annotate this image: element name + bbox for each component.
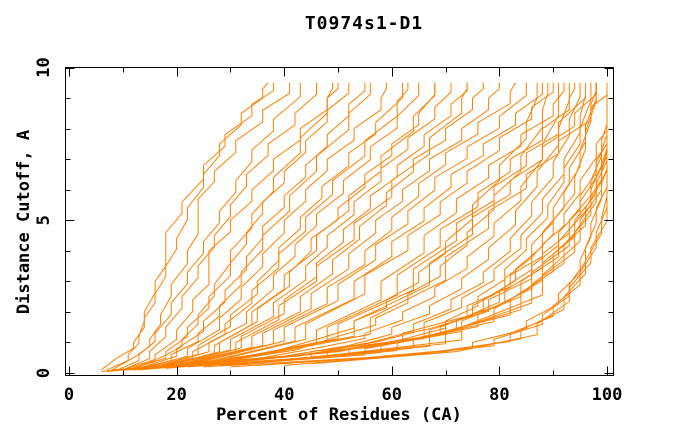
model-accuracy-curve (128, 82, 586, 371)
model-accuracy-curve (138, 82, 366, 369)
model-accuracy-curve (160, 82, 436, 368)
model-accuracy-curve (203, 82, 554, 365)
model-accuracy-curve (181, 82, 500, 366)
model-accuracy-curve (176, 82, 484, 366)
model-accuracy-curve (192, 82, 527, 365)
model-accuracy-curve (149, 82, 409, 369)
model-accuracy-curve (197, 82, 543, 365)
model-accuracy-curve (100, 82, 269, 371)
model-accuracy-curve (144, 82, 387, 369)
y-tick-label: 0 (34, 368, 54, 378)
x-tick-label: 0 (64, 385, 74, 405)
model-accuracy-curve (111, 82, 291, 371)
model-accuracy-curve (106, 82, 549, 372)
model-accuracy-curve (171, 82, 468, 368)
model-accuracy-curve (106, 82, 274, 371)
model-accuracy-curve (311, 82, 608, 365)
model-accuracy-curve (155, 82, 597, 369)
model-accuracy-curve (122, 82, 317, 371)
model-accuracy-curve (133, 82, 371, 371)
model-accuracy-curve (214, 82, 576, 363)
plot-frame (65, 67, 614, 376)
model-accuracy-curve (122, 82, 581, 371)
model-accuracy-curve (187, 82, 516, 366)
model-accuracy-curve (208, 82, 565, 365)
model-accuracy-curve (101, 82, 538, 372)
model-accuracy-curve (154, 82, 420, 368)
model-accuracy-curve (171, 82, 468, 368)
model-accuracy-curve (224, 82, 597, 362)
model-accuracy-curve (133, 82, 592, 371)
model-accuracy-curve (273, 82, 608, 362)
y-tick-label: 5 (34, 215, 54, 225)
model-accuracy-curve (128, 82, 334, 371)
model-accuracy-curve (111, 82, 560, 371)
model-accuracy-curve (165, 82, 452, 368)
y-tick-label: 10 (34, 57, 54, 77)
model-accuracy-curve (149, 82, 404, 369)
x-axis-label: Percent of Residues (CA) (216, 405, 462, 425)
model-accuracy-curve (160, 82, 436, 368)
model-accuracy-curve (122, 82, 339, 371)
x-tick-label: 60 (382, 385, 402, 405)
model-accuracy-curve (165, 82, 597, 369)
model-accuracy-curve (117, 82, 570, 371)
model-accuracy-curve (257, 82, 608, 366)
chart-title: T0974s1-D1 (304, 13, 424, 34)
x-tick-label: 80 (489, 385, 509, 405)
model-accuracy-curve (133, 82, 350, 369)
model-accuracy-curve (117, 82, 301, 371)
x-tick-label: 40 (274, 385, 294, 405)
x-tick-label: 20 (166, 385, 186, 405)
x-tick-label: 100 (592, 385, 623, 405)
